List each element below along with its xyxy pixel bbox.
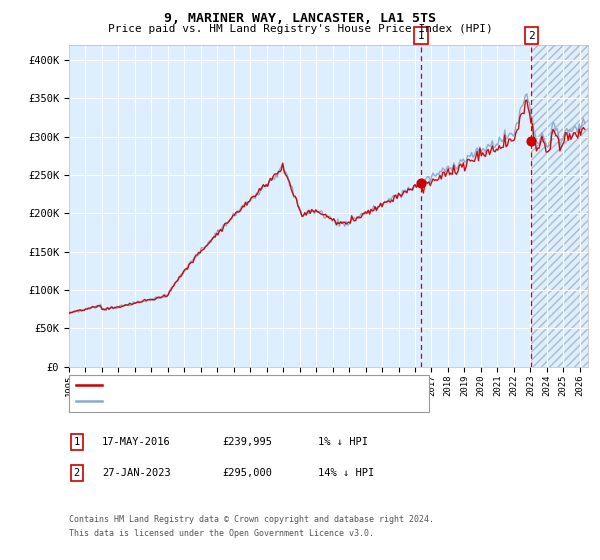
Text: £295,000: £295,000 (222, 468, 272, 478)
Text: 2: 2 (528, 31, 535, 41)
Text: Contains HM Land Registry data © Crown copyright and database right 2024.: Contains HM Land Registry data © Crown c… (69, 515, 434, 524)
Text: 2: 2 (74, 468, 80, 478)
Text: Price paid vs. HM Land Registry's House Price Index (HPI): Price paid vs. HM Land Registry's House … (107, 24, 493, 34)
Bar (421, 45, 532, 367)
Point (416, 178, 426, 187)
Text: 14% ↓ HPI: 14% ↓ HPI (318, 468, 374, 478)
Text: 27-JAN-2023: 27-JAN-2023 (102, 468, 171, 478)
Text: 17-MAY-2016: 17-MAY-2016 (102, 437, 171, 447)
Text: 1: 1 (74, 437, 80, 447)
Text: 1% ↓ HPI: 1% ↓ HPI (318, 437, 368, 447)
Text: This data is licensed under the Open Government Licence v3.0.: This data is licensed under the Open Gov… (69, 529, 374, 538)
Text: £239,995: £239,995 (222, 437, 272, 447)
Bar (532, 45, 588, 367)
Text: 9, MARINER WAY, LANCASTER, LA1 5TS (detached house): 9, MARINER WAY, LANCASTER, LA1 5TS (deta… (107, 381, 400, 390)
Point (527, 136, 536, 145)
Text: 1: 1 (418, 31, 424, 41)
Bar (532, 45, 588, 367)
Text: 9, MARINER WAY, LANCASTER, LA1 5TS: 9, MARINER WAY, LANCASTER, LA1 5TS (164, 12, 436, 25)
Text: HPI: Average price, detached house, Lancaster: HPI: Average price, detached house, Lanc… (107, 397, 365, 406)
